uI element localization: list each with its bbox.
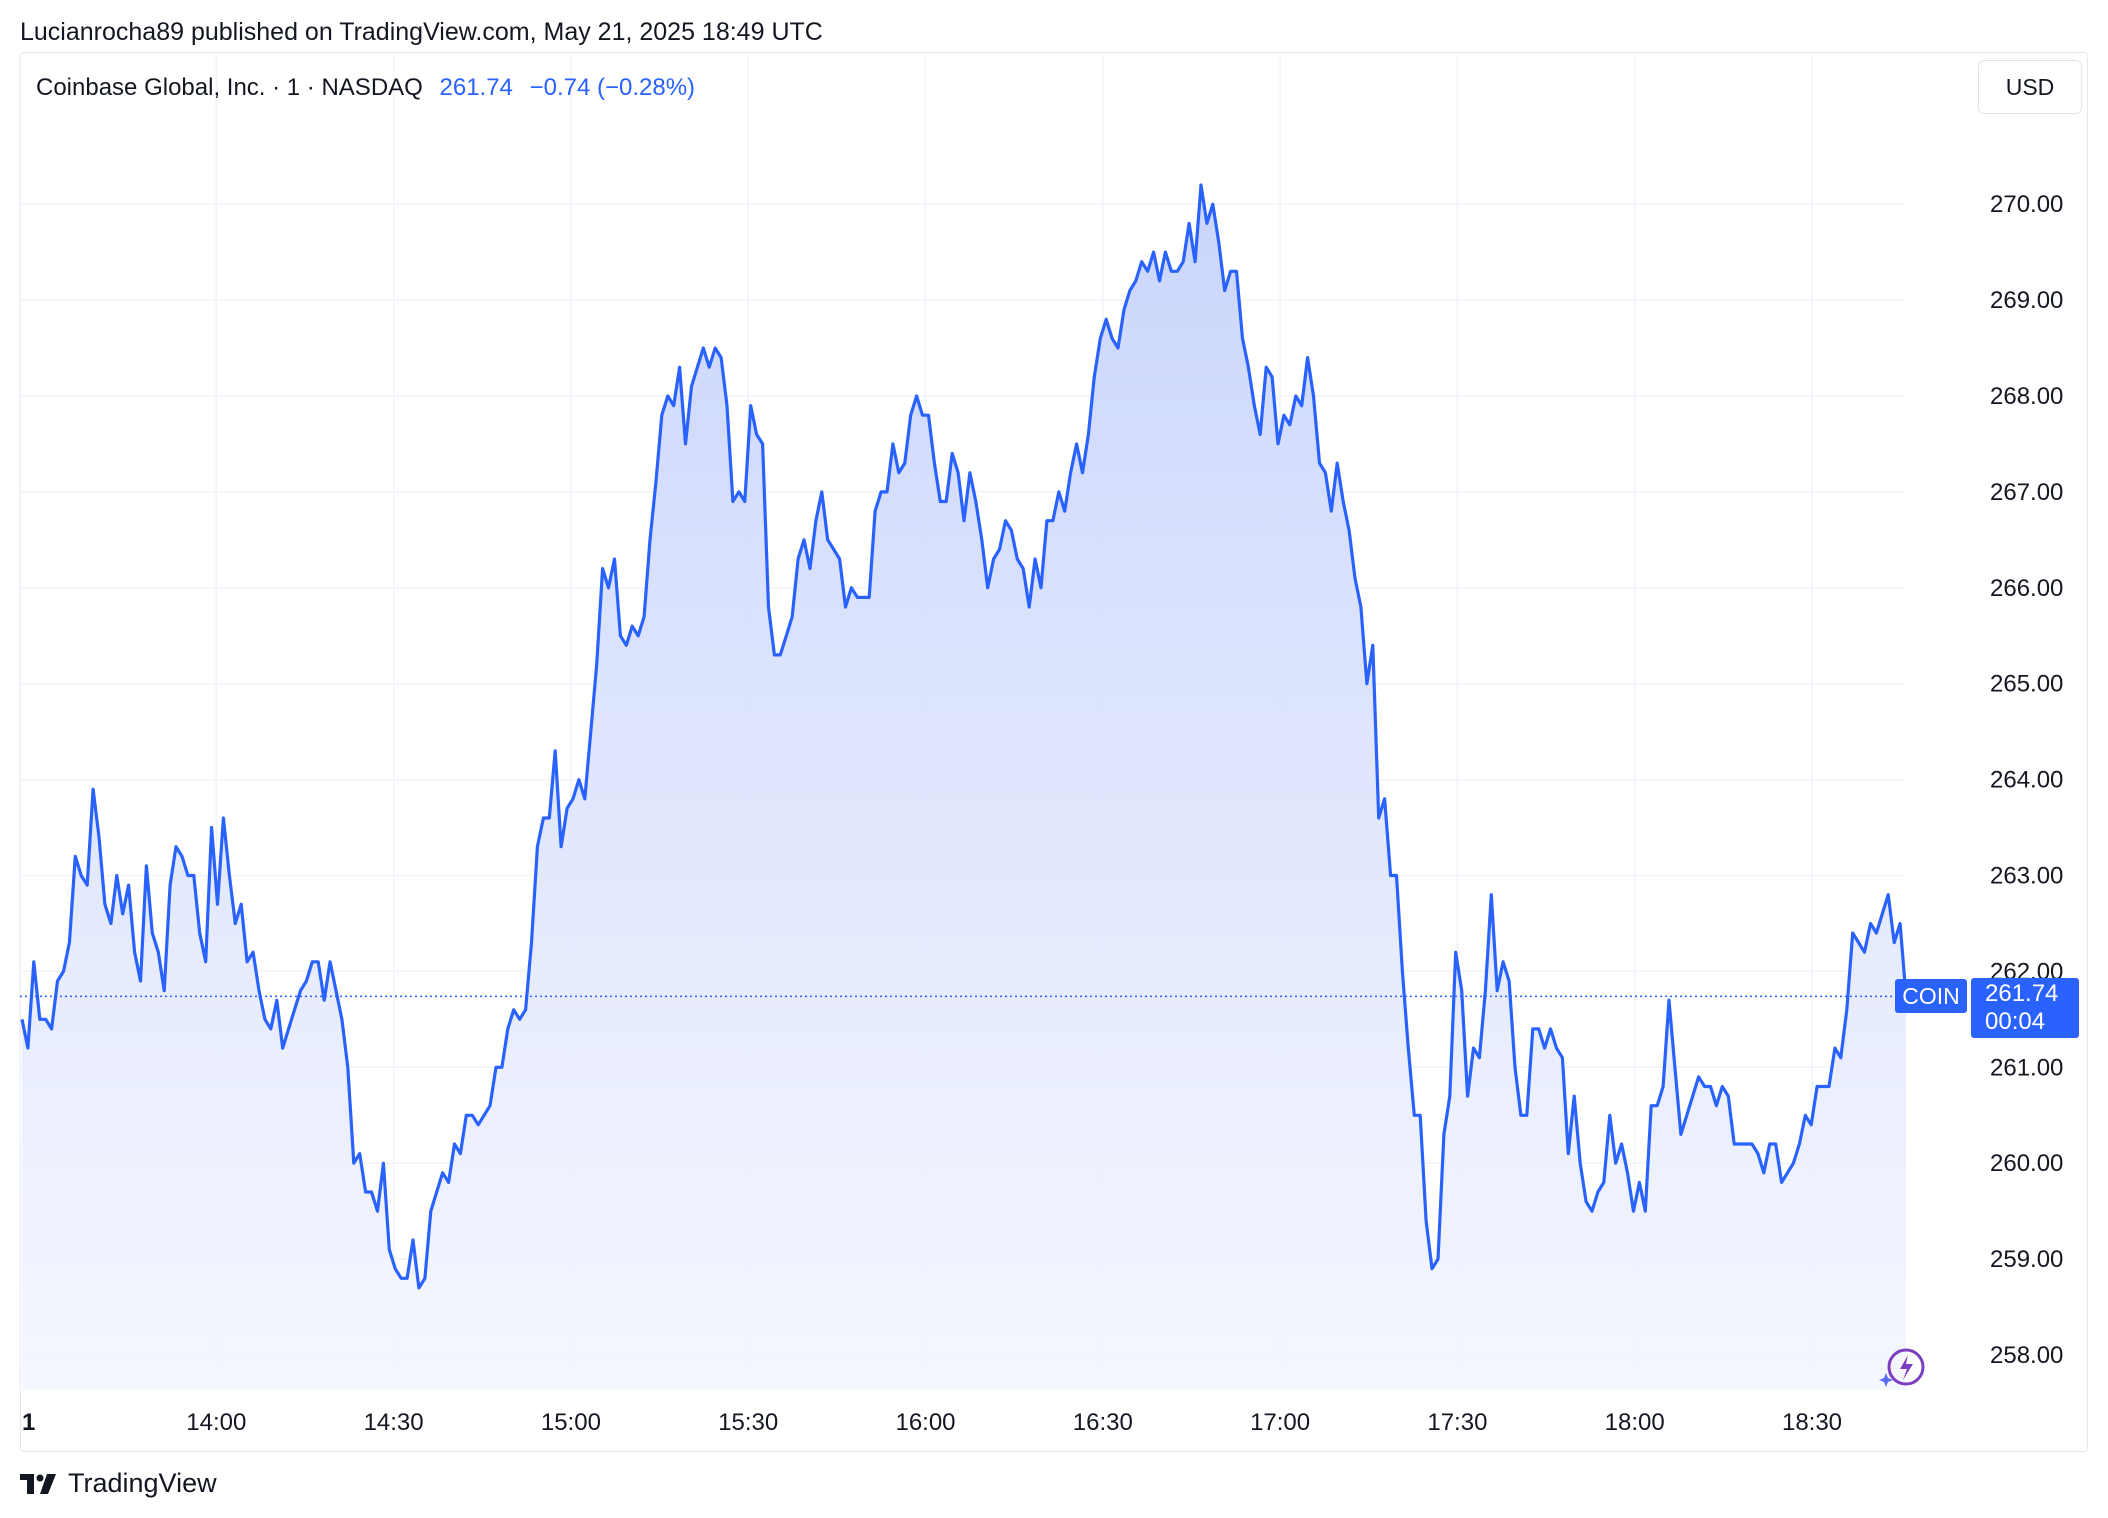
y-tick-label: 265.00	[1990, 671, 2063, 698]
x-tick-label: 15:30	[718, 1409, 778, 1436]
tradingview-logo-icon	[20, 1473, 56, 1494]
x-axis: 1 14:00 14:30 15:00 15:30 16:00 16:30 17:00 17:3…	[22, 1409, 1842, 1436]
x-tick-label: 15:00	[541, 1409, 601, 1436]
legend-price: 261.74	[439, 74, 513, 101]
price-line	[20, 183, 1908, 1290]
price-area-fill	[22, 185, 1906, 1390]
y-tick-label: 261.00	[1990, 1054, 2063, 1081]
y-tick-label: 259.00	[1990, 1246, 2063, 1273]
symbol-name: Coinbase Global, Inc. · 1 · NASDAQ	[36, 74, 423, 101]
legend-change: −0.74 (−0.28%)	[529, 74, 696, 101]
y-tick-label: 260.00	[1990, 1150, 2063, 1177]
x-tick-label: 14:00	[186, 1409, 246, 1436]
last-price-value: 261.74	[1985, 980, 2059, 1007]
x-tick-label: 17:00	[1250, 1409, 1310, 1436]
y-tick-label: 269.00	[1990, 287, 2063, 314]
x-tick-label: 18:30	[1782, 1409, 1842, 1436]
y-tick-label: 268.00	[1990, 383, 2063, 410]
y-tick-label: 266.00	[1990, 575, 2063, 602]
x-tick-label: 18:00	[1605, 1409, 1665, 1436]
x-tick-label: 17:30	[1427, 1409, 1487, 1436]
symbol-legend: Coinbase Global, Inc. · 1 · NASDAQ 261.7…	[36, 74, 695, 102]
x-tick-label: 1	[22, 1409, 35, 1436]
y-tick-label: 258.00	[1990, 1342, 2063, 1369]
symbol-tag: COIN	[1895, 979, 1967, 1013]
y-tick-label: 263.00	[1990, 863, 2063, 890]
y-axis: 270.00 269.00 268.00 267.00 266.00 265.00 264.…	[1990, 191, 2063, 1369]
y-tick-label: 267.00	[1990, 479, 2063, 506]
brand-name: TradingView	[68, 1468, 217, 1498]
currency-button[interactable]: USD	[1978, 60, 2082, 114]
x-tick-label: 16:00	[895, 1409, 955, 1436]
bar-countdown: 00:04	[1985, 1008, 2046, 1035]
y-tick-label: 264.00	[1990, 767, 2063, 794]
x-tick-label: 16:30	[1073, 1409, 1133, 1436]
last-price-tag: 261.74 00:04	[1971, 978, 2079, 1038]
x-tick-label: 14:30	[364, 1409, 424, 1436]
lightning-icon[interactable]	[1878, 1345, 1928, 1395]
publish-header: Lucianrocha89 published on TradingView.c…	[20, 18, 823, 46]
tradingview-footer[interactable]: TradingView	[20, 1468, 217, 1499]
y-tick-label: 270.00	[1990, 191, 2063, 218]
